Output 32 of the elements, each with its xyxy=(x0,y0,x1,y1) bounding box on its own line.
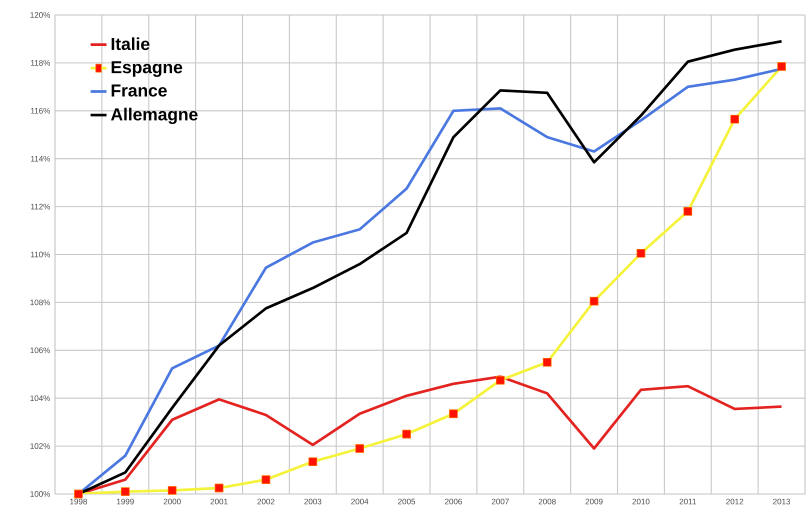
x-tick-label: 1998 xyxy=(70,498,87,504)
legend-label: Italie xyxy=(112,37,150,50)
x-tick-label: 2011 xyxy=(680,498,696,504)
legend-label: France xyxy=(112,84,167,97)
y-tick-label: 116% xyxy=(31,108,50,114)
x-tick-label: 2009 xyxy=(586,498,603,504)
legend-label: Allemagne xyxy=(110,108,198,124)
x-tick-label: 2001 xyxy=(210,498,228,504)
x-tick-label: 2004 xyxy=(351,498,368,504)
y-tick-label: 118% xyxy=(31,60,50,66)
x-tick-label: 2002 xyxy=(257,498,274,504)
y-tick-label: 108% xyxy=(30,300,50,306)
y-tick-label: 110% xyxy=(31,252,50,258)
x-tick-label: 2007 xyxy=(492,498,509,504)
x-tick-label: 2010 xyxy=(632,498,650,504)
y-tick-label: 120% xyxy=(30,12,50,18)
x-tick-label: 2000 xyxy=(164,498,181,504)
point xyxy=(74,490,83,498)
legend-label: Espagne xyxy=(112,61,182,77)
y-tick-label: 102% xyxy=(30,443,50,449)
x-tick-label: 2006 xyxy=(444,498,462,504)
x-tick-label: 2013 xyxy=(773,498,790,504)
x-tick-label: 2005 xyxy=(398,498,416,504)
x-tick-label: 2008 xyxy=(538,498,556,504)
y-tick-label: 112% xyxy=(31,204,50,210)
x-tick-label: 2003 xyxy=(304,498,322,504)
x-tick-label: 1999 xyxy=(117,498,134,504)
x-tick-label: 2012 xyxy=(726,498,744,504)
y-tick-label: 100% xyxy=(30,491,50,497)
y-tick-label: 104% xyxy=(30,395,50,402)
y-tick-label: 106% xyxy=(30,347,50,354)
y-tick-label: 114% xyxy=(31,156,50,162)
